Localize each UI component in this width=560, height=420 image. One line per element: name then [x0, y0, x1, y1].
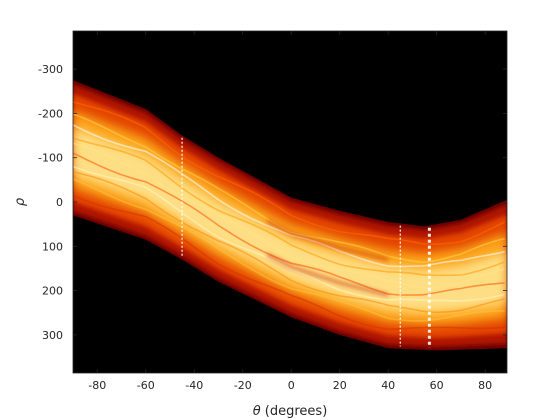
- band-streak: [73, 165, 505, 302]
- y-tick-label: 100: [42, 240, 63, 253]
- x-axis-unit: (degrees): [261, 404, 328, 419]
- x-tick-label: 60: [430, 379, 444, 392]
- band-core: [73, 127, 507, 313]
- band-streak: [73, 142, 505, 289]
- y-tick-label: -200: [38, 107, 63, 120]
- band-streak: [73, 171, 505, 314]
- band-streak: [73, 124, 505, 268]
- y-tick-label: -100: [38, 152, 63, 165]
- y-tick-label: 0: [56, 196, 63, 209]
- x-tick-label: 20: [333, 379, 347, 392]
- x-tick-label: -80: [88, 379, 106, 392]
- band-streak: [73, 152, 505, 296]
- x-tick-label: -60: [137, 379, 155, 392]
- y-tick-label: 300: [42, 329, 63, 342]
- band-streak: [73, 178, 505, 322]
- x-tick-label: -40: [185, 379, 203, 392]
- y-tick-label: 200: [42, 285, 63, 298]
- x-tick-label: 0: [288, 379, 295, 392]
- band-streak: [73, 137, 505, 277]
- x-tick-label: 40: [381, 379, 395, 392]
- heatmap-band: [73, 80, 507, 351]
- band-streak: [73, 194, 505, 331]
- axes: -80 -60 -40 -20 0 20 40 60 80-300-200-1000100200…: [38, 30, 508, 392]
- x-tick-label: -20: [234, 379, 252, 392]
- x-tick-label: 80: [478, 379, 492, 392]
- band-channel: [266, 219, 389, 262]
- x-axis-symbol: θ: [253, 404, 261, 419]
- x-axis-label: θ (degrees): [253, 404, 328, 419]
- band-streak: [73, 101, 505, 246]
- y-axis-label: ρ: [13, 197, 28, 206]
- y-tick-label: -300: [38, 63, 63, 76]
- band-channel: [266, 253, 389, 297]
